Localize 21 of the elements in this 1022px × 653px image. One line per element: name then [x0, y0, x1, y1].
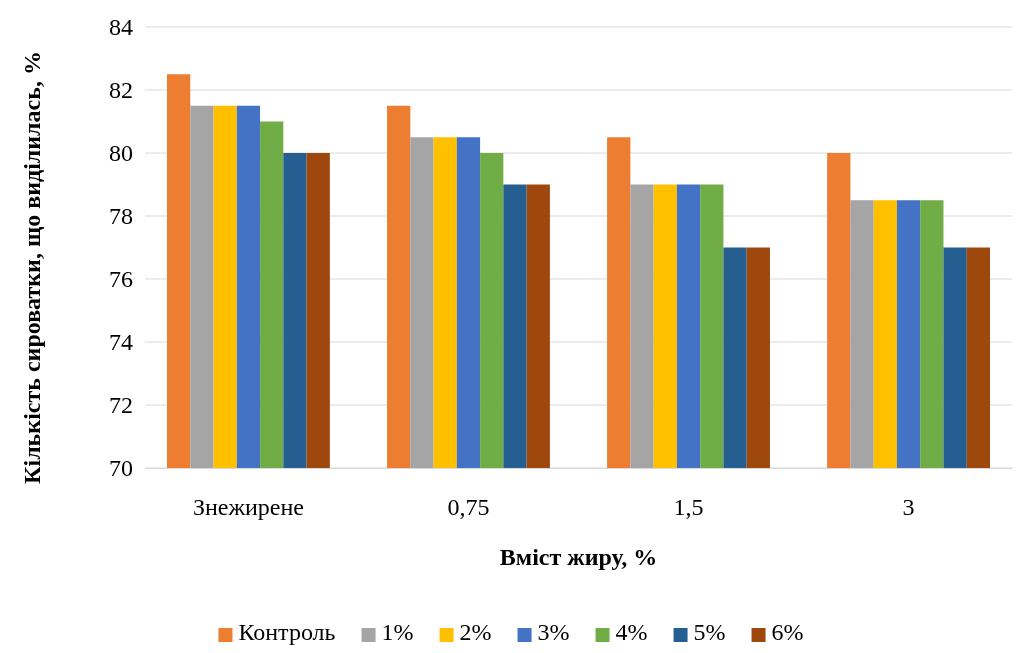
y-tick-label: 74	[109, 329, 133, 356]
y-axis-title: Кількість сироватки, що виділилась, %	[19, 51, 45, 484]
y-tick-label: 72	[109, 392, 133, 419]
x-tick-label: Знежирене	[192, 494, 304, 521]
y-tick-label: 84	[109, 14, 133, 41]
legend-label: 6%	[771, 619, 804, 645]
legend-label: 1%	[381, 619, 414, 645]
legend-label: 4%	[615, 619, 648, 645]
y-tick-label: 78	[109, 203, 133, 230]
x-tick-label: 0,75	[447, 494, 490, 521]
x-tick-label: 3	[902, 494, 915, 521]
legend-label: 2%	[459, 619, 492, 645]
y-tick-label: 82	[109, 77, 133, 104]
y-tick-label: 70	[109, 455, 133, 482]
y-tick-label: 80	[109, 140, 133, 167]
legend-label: Контроль	[238, 619, 336, 645]
legend-label: 3%	[537, 619, 570, 645]
x-axis-title: Вміст жиру, %	[499, 544, 658, 570]
legend-label: 5%	[693, 619, 726, 645]
y-tick-label: 76	[109, 266, 133, 293]
x-tick-label: 1,5	[673, 494, 704, 521]
